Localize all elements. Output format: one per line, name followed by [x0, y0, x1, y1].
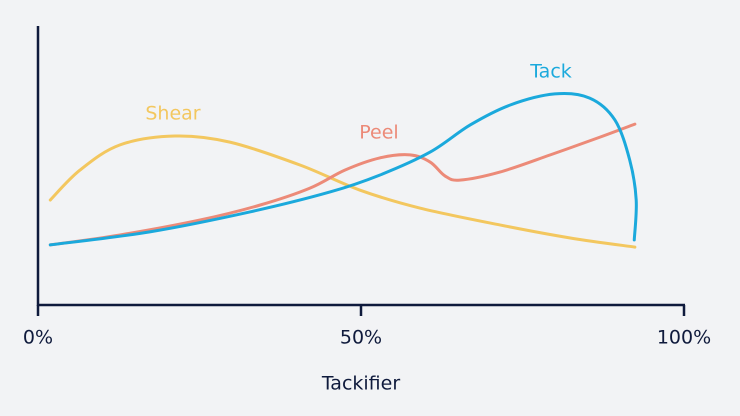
line: [48, 134, 637, 249]
x-tick-label: 50%: [340, 327, 382, 349]
series-label: Shear: [145, 103, 200, 125]
x-axis-label: Tackifier: [321, 373, 400, 395]
x-tick-label: 100%: [657, 327, 711, 349]
line: [48, 91, 638, 247]
x-tick-label: 0%: [23, 327, 53, 349]
series-label: Tack: [529, 61, 572, 83]
series-label: Peel: [359, 122, 398, 144]
line: [48, 122, 637, 247]
